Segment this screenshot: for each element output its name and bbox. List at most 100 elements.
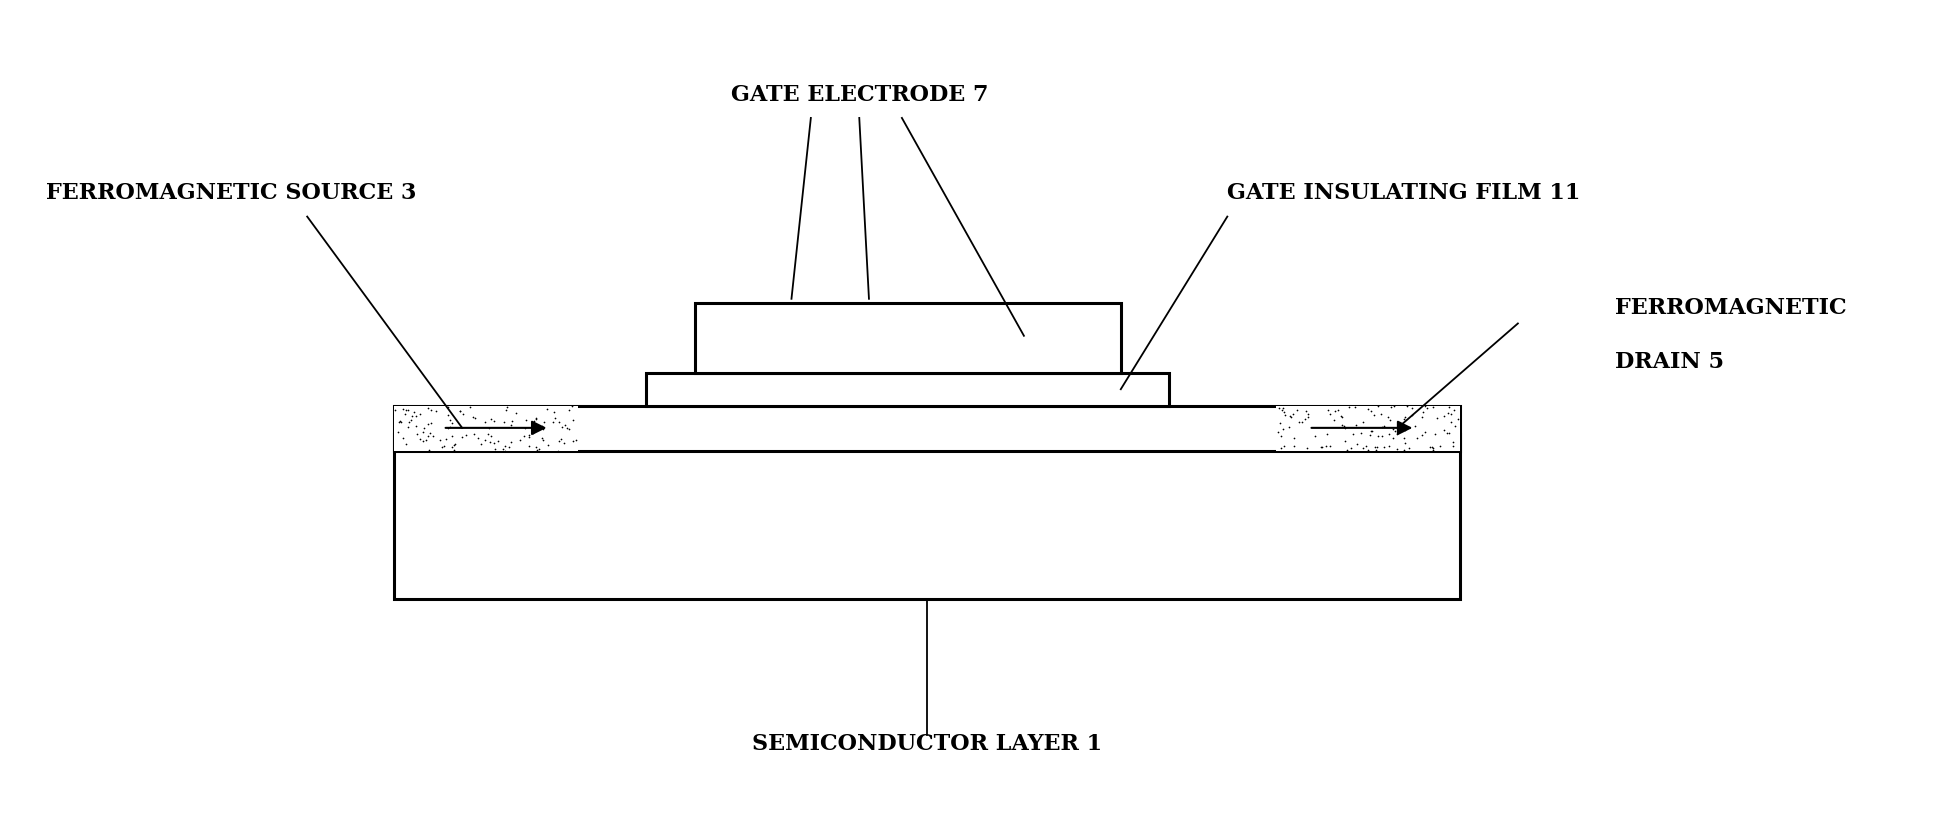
Point bbox=[1366, 430, 1397, 443]
Point bbox=[455, 400, 486, 414]
Point bbox=[1407, 405, 1438, 419]
Point bbox=[435, 421, 466, 434]
Point bbox=[494, 441, 525, 454]
Point bbox=[527, 422, 558, 436]
Point bbox=[1358, 409, 1389, 422]
Point bbox=[1434, 426, 1465, 440]
Point bbox=[439, 437, 470, 451]
Point bbox=[1282, 403, 1313, 416]
Point bbox=[392, 415, 423, 429]
Point bbox=[1352, 444, 1383, 457]
Point bbox=[538, 405, 570, 419]
Bar bbox=[394, 405, 577, 451]
Point bbox=[398, 405, 429, 419]
Point bbox=[1438, 436, 1469, 449]
Point bbox=[439, 444, 470, 457]
Point bbox=[466, 437, 498, 451]
Point bbox=[1377, 400, 1409, 413]
Point bbox=[474, 421, 505, 435]
Point bbox=[546, 432, 577, 446]
Point bbox=[1276, 410, 1307, 424]
Point bbox=[554, 404, 585, 417]
Point bbox=[474, 430, 505, 443]
Point bbox=[1305, 441, 1336, 454]
Point bbox=[1290, 412, 1321, 426]
Point bbox=[521, 411, 552, 425]
Point bbox=[560, 433, 591, 446]
Point bbox=[386, 402, 418, 415]
Text: GATE ELECTRODE 7: GATE ELECTRODE 7 bbox=[730, 84, 987, 105]
Point bbox=[1278, 439, 1309, 452]
Text: GATE INSULATING FILM 11: GATE INSULATING FILM 11 bbox=[1227, 182, 1580, 204]
Point bbox=[462, 431, 494, 445]
Point bbox=[1356, 405, 1387, 418]
Point bbox=[408, 421, 439, 435]
Point bbox=[1350, 439, 1381, 452]
Point bbox=[533, 439, 564, 452]
Point bbox=[1307, 441, 1338, 454]
Point bbox=[470, 434, 501, 447]
Bar bbox=[646, 373, 1169, 405]
Point bbox=[476, 412, 507, 426]
Point bbox=[1333, 400, 1364, 414]
Point bbox=[388, 431, 419, 445]
Point bbox=[1356, 424, 1387, 437]
Point bbox=[1266, 430, 1297, 443]
Point bbox=[1266, 404, 1297, 417]
Point bbox=[1336, 427, 1368, 441]
Point bbox=[382, 426, 414, 439]
Point bbox=[418, 429, 449, 442]
Point bbox=[1315, 408, 1346, 421]
Point bbox=[400, 409, 431, 422]
Point bbox=[552, 421, 583, 435]
Point bbox=[1409, 400, 1440, 413]
Point bbox=[447, 408, 478, 421]
Bar bbox=[695, 303, 1120, 373]
Point bbox=[480, 442, 511, 456]
Point bbox=[410, 433, 441, 446]
Point bbox=[538, 415, 570, 429]
Point bbox=[447, 431, 478, 444]
Point bbox=[488, 442, 519, 456]
Point bbox=[435, 417, 466, 431]
Point bbox=[433, 400, 464, 414]
Point bbox=[521, 412, 552, 426]
Point bbox=[394, 413, 425, 426]
Point bbox=[384, 415, 416, 428]
Point bbox=[458, 428, 490, 441]
Point bbox=[546, 420, 577, 433]
Point bbox=[1407, 410, 1438, 424]
Point bbox=[431, 408, 462, 421]
Point bbox=[1292, 410, 1323, 424]
Text: DRAIN 5: DRAIN 5 bbox=[1615, 351, 1725, 373]
Point bbox=[527, 433, 558, 446]
Point bbox=[1428, 424, 1459, 437]
Point bbox=[1264, 441, 1295, 454]
Point bbox=[527, 419, 558, 432]
Point bbox=[1434, 400, 1465, 414]
Point bbox=[437, 440, 468, 453]
Point bbox=[490, 403, 521, 416]
Point bbox=[1430, 426, 1461, 440]
Point bbox=[1313, 403, 1344, 416]
Point bbox=[1409, 426, 1440, 439]
Point bbox=[1422, 411, 1453, 425]
Point bbox=[496, 436, 527, 449]
Point bbox=[1440, 420, 1471, 433]
Text: FERROMAGNETIC: FERROMAGNETIC bbox=[1615, 298, 1846, 319]
Point bbox=[396, 410, 427, 423]
Point bbox=[390, 437, 421, 451]
Point bbox=[496, 414, 527, 427]
Point bbox=[1374, 410, 1405, 424]
Point bbox=[1329, 434, 1360, 447]
Text: FERROMAGNETIC SOURCE 3: FERROMAGNETIC SOURCE 3 bbox=[45, 182, 416, 204]
Point bbox=[1389, 443, 1420, 456]
Point bbox=[1340, 438, 1372, 451]
Point bbox=[1436, 415, 1467, 429]
Point bbox=[412, 430, 443, 443]
Point bbox=[1377, 431, 1409, 445]
Point bbox=[509, 421, 540, 435]
Point bbox=[1315, 440, 1346, 453]
Point bbox=[496, 419, 527, 432]
Bar bbox=[394, 405, 1459, 451]
